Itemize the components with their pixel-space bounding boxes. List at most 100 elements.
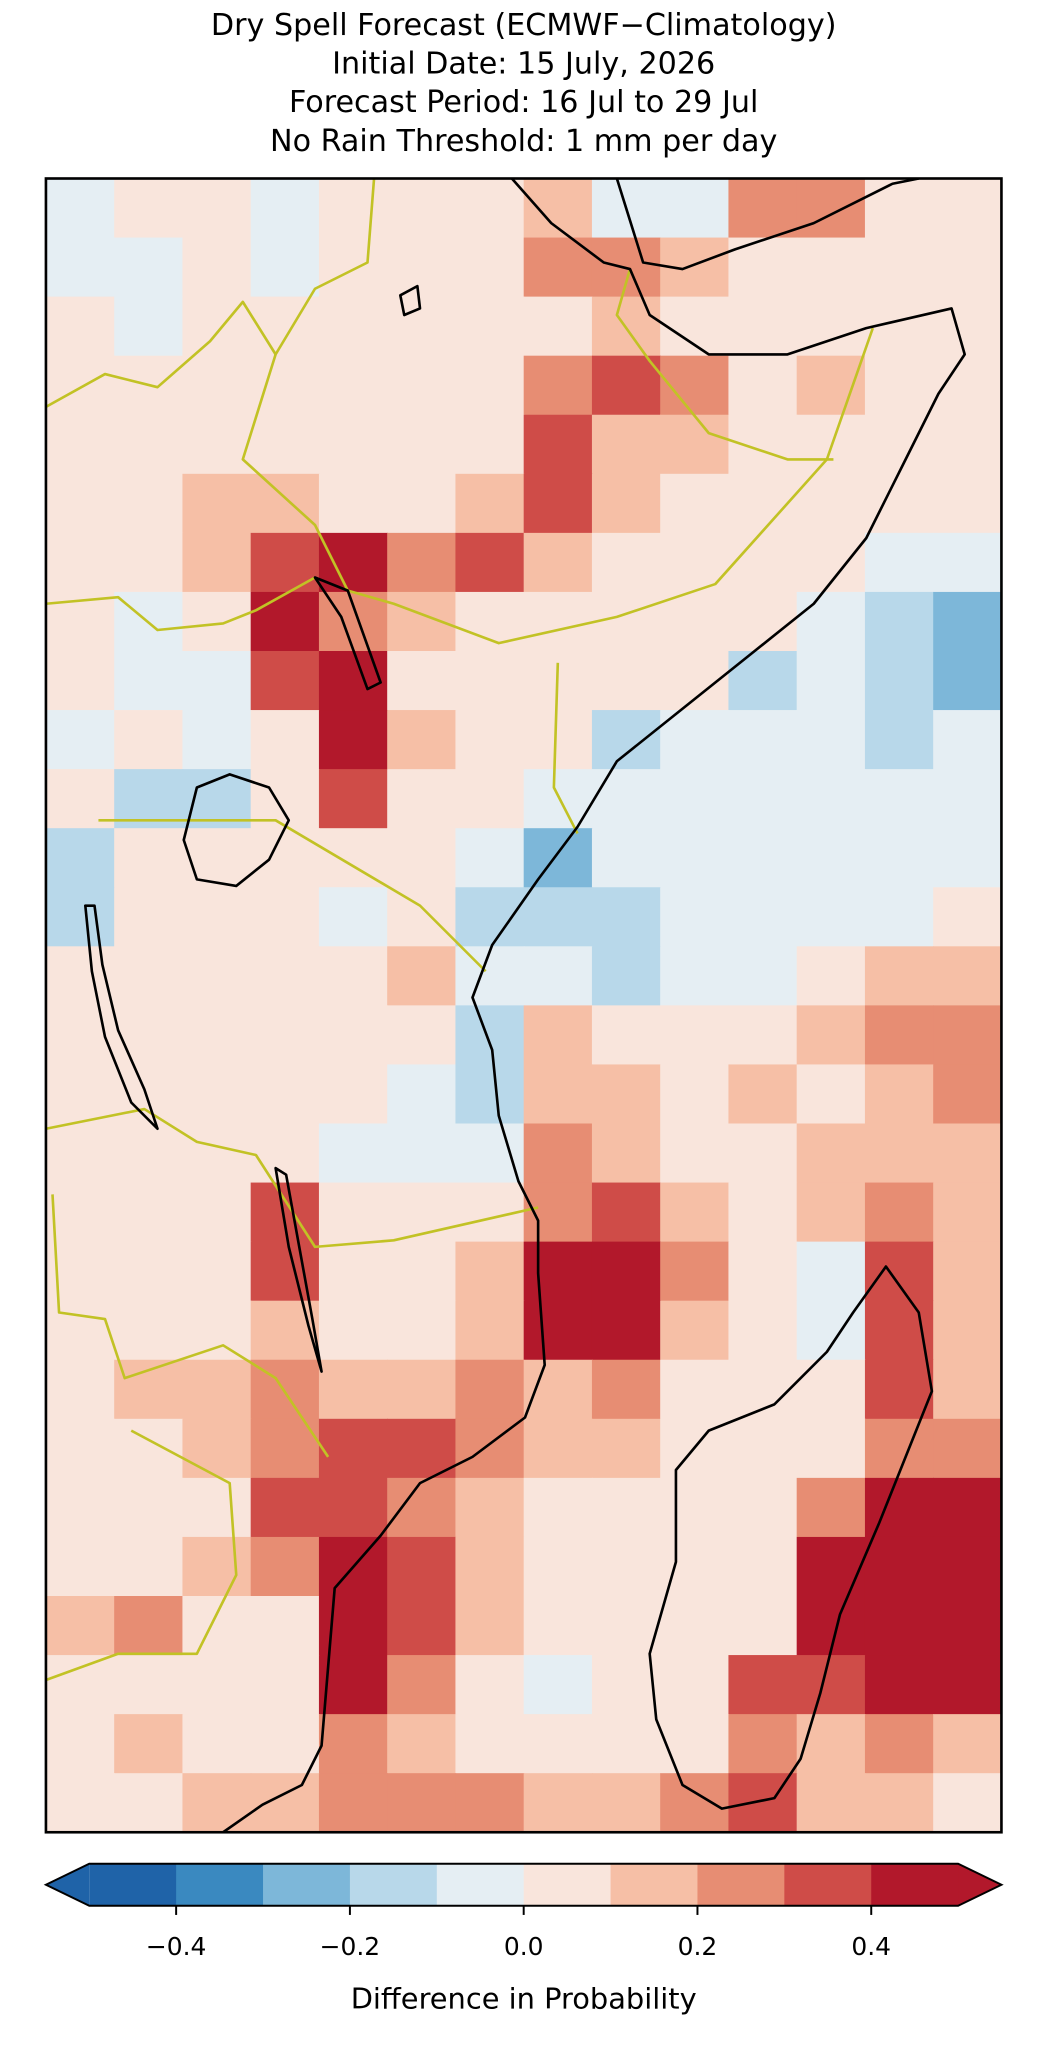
chart-title: No Rain Threshold: 1 mm per day bbox=[270, 124, 777, 159]
grid-cell bbox=[660, 178, 730, 239]
grid-cell bbox=[455, 1655, 525, 1715]
grid-cell bbox=[523, 296, 593, 357]
grid-cell bbox=[250, 591, 320, 652]
grid-cell bbox=[728, 1005, 798, 1066]
title-block: Dry Spell Forecast (ECMWF−Climatology)In… bbox=[211, 8, 837, 159]
grid-cell bbox=[660, 532, 730, 593]
grid-cell bbox=[864, 1536, 934, 1597]
grid-cell bbox=[933, 296, 1003, 357]
grid-cell bbox=[114, 710, 184, 770]
grid-cell bbox=[250, 1005, 320, 1066]
grid-cell bbox=[523, 355, 593, 416]
grid-cell bbox=[45, 1655, 115, 1715]
grid-cell bbox=[728, 237, 798, 298]
grid-cell bbox=[660, 769, 730, 829]
grid-cell bbox=[114, 1123, 184, 1184]
grid-cell bbox=[728, 710, 798, 770]
grid-cell bbox=[796, 946, 866, 1007]
lake bbox=[84, 904, 159, 1131]
lake bbox=[182, 773, 291, 888]
grid-cell bbox=[523, 1241, 593, 1302]
grid-cell bbox=[318, 414, 388, 475]
chart-title: Dry Spell Forecast (ECMWF−Climatology) bbox=[211, 8, 837, 43]
grid-cell bbox=[455, 237, 525, 298]
grid-cell bbox=[796, 591, 866, 652]
grid-cell bbox=[796, 473, 866, 534]
grid-cell bbox=[455, 473, 525, 534]
grid-cell bbox=[933, 1477, 1003, 1538]
grid-cell bbox=[864, 1714, 934, 1774]
grid-cell bbox=[591, 1536, 661, 1597]
grid-cell bbox=[114, 178, 184, 239]
grid-cell bbox=[45, 651, 115, 711]
grid-cell bbox=[387, 473, 457, 534]
grid-cell bbox=[45, 1418, 115, 1479]
grid-cell bbox=[523, 1655, 593, 1715]
grid-cell bbox=[318, 1005, 388, 1066]
colorbar-segment bbox=[436, 1863, 525, 1906]
grid-cell bbox=[591, 1773, 661, 1834]
grid-cell bbox=[728, 1064, 798, 1125]
grid-cell bbox=[318, 710, 388, 770]
grid-cell bbox=[318, 1064, 388, 1125]
grid-cell bbox=[660, 1241, 730, 1302]
grid-cell bbox=[933, 1714, 1003, 1774]
grid-cell bbox=[182, 946, 252, 1007]
grid-cell bbox=[114, 1477, 184, 1538]
coastline bbox=[222, 178, 966, 1833]
grid-cell bbox=[318, 1714, 388, 1774]
grid-cell bbox=[387, 1064, 457, 1125]
grid-cell bbox=[796, 1064, 866, 1125]
grid-cell bbox=[114, 828, 184, 889]
grid-cell bbox=[728, 1300, 798, 1361]
grid-cell bbox=[182, 178, 252, 239]
grid-cell bbox=[114, 1596, 184, 1656]
grid-cell bbox=[728, 1714, 798, 1774]
colorbar-extension bbox=[958, 1863, 1002, 1906]
grid-cell bbox=[182, 473, 252, 534]
grid-cell bbox=[933, 237, 1003, 298]
grid-cell bbox=[660, 1300, 730, 1361]
grid-cell bbox=[387, 1182, 457, 1243]
grid-cell bbox=[45, 1300, 115, 1361]
grid-cell bbox=[250, 1300, 320, 1361]
grid-cell bbox=[318, 946, 388, 1007]
grid-cell bbox=[318, 473, 388, 534]
grid-cell bbox=[796, 1123, 866, 1184]
grid-cell bbox=[933, 1182, 1003, 1243]
grid-cell bbox=[114, 1241, 184, 1302]
grid-cell bbox=[728, 296, 798, 357]
grid-cell bbox=[387, 1005, 457, 1066]
grid-cell bbox=[455, 532, 525, 593]
grid-cell bbox=[864, 355, 934, 416]
grid-cell bbox=[933, 1418, 1003, 1479]
grid-cell bbox=[591, 355, 661, 416]
grid-cell bbox=[591, 1477, 661, 1538]
grid-cell bbox=[523, 1536, 593, 1597]
grid-cell bbox=[182, 1477, 252, 1538]
grid-cell bbox=[387, 532, 457, 593]
colorbar-segment bbox=[349, 1863, 438, 1906]
grid-cell bbox=[660, 1359, 730, 1420]
grid-cell bbox=[591, 1596, 661, 1656]
grid-cell bbox=[864, 1123, 934, 1184]
grid-cell bbox=[523, 710, 593, 770]
grid-cell bbox=[933, 1123, 1003, 1184]
grid-cell bbox=[933, 887, 1003, 948]
grid-cell bbox=[660, 473, 730, 534]
grid-cell bbox=[933, 414, 1003, 475]
grid-cell bbox=[318, 355, 388, 416]
grid-cell bbox=[318, 1241, 388, 1302]
grid-cell bbox=[523, 1773, 593, 1834]
grid-cell bbox=[660, 1182, 730, 1243]
grid-cell bbox=[45, 355, 115, 416]
grid-cell bbox=[728, 887, 798, 948]
colorbar-segment bbox=[523, 1863, 612, 1906]
colorbar-segment bbox=[697, 1863, 786, 1906]
grid-cell bbox=[45, 237, 115, 298]
grid-cell bbox=[523, 1064, 593, 1125]
grid-cell bbox=[933, 1655, 1003, 1715]
colorbar-label: Difference in Probability bbox=[351, 1981, 697, 2015]
grid-cell bbox=[318, 1300, 388, 1361]
